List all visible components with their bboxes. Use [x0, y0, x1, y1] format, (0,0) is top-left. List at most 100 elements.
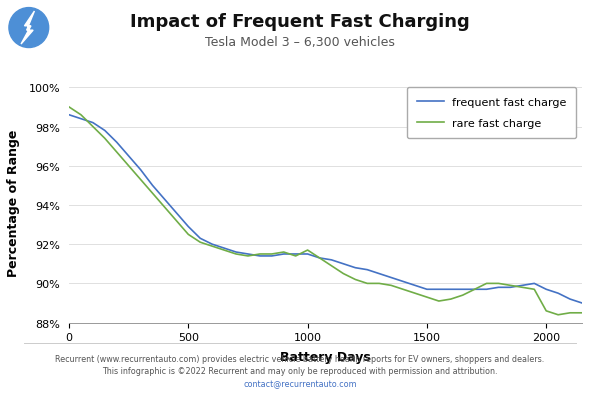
frequent fast charge: [149, 184, 156, 188]
frequent fast charge: [304, 252, 311, 257]
rare fast charge: [412, 291, 419, 296]
rare fast charge: [554, 312, 562, 317]
frequent fast charge: [268, 254, 275, 259]
frequent fast charge: [459, 287, 466, 292]
rare fast charge: [471, 287, 478, 292]
frequent fast charge: [578, 301, 586, 306]
rare fast charge: [495, 281, 502, 286]
rare fast charge: [364, 281, 371, 286]
Line: rare fast charge: rare fast charge: [69, 107, 582, 315]
Y-axis label: Percentage of Range: Percentage of Range: [7, 129, 20, 276]
rare fast charge: [149, 191, 156, 196]
rare fast charge: [125, 164, 132, 169]
Text: Impact of Frequent Fast Charging: Impact of Frequent Fast Charging: [130, 13, 470, 31]
frequent fast charge: [519, 283, 526, 288]
rare fast charge: [566, 311, 574, 316]
rare fast charge: [316, 256, 323, 261]
rare fast charge: [400, 287, 407, 292]
rare fast charge: [507, 283, 514, 288]
rare fast charge: [209, 244, 216, 249]
rare fast charge: [292, 254, 299, 259]
rare fast charge: [101, 136, 109, 141]
rare fast charge: [578, 311, 586, 316]
Line: frequent fast charge: frequent fast charge: [69, 115, 582, 303]
rare fast charge: [244, 254, 251, 259]
rare fast charge: [137, 178, 144, 182]
frequent fast charge: [542, 287, 550, 292]
rare fast charge: [161, 205, 168, 210]
Circle shape: [9, 8, 49, 49]
rare fast charge: [340, 271, 347, 276]
frequent fast charge: [220, 246, 227, 251]
rare fast charge: [220, 248, 227, 253]
rare fast charge: [388, 283, 395, 288]
rare fast charge: [173, 219, 180, 223]
frequent fast charge: [483, 287, 490, 292]
rare fast charge: [328, 264, 335, 269]
rare fast charge: [519, 285, 526, 290]
frequent fast charge: [292, 252, 299, 257]
rare fast charge: [304, 248, 311, 253]
frequent fast charge: [89, 121, 97, 126]
frequent fast charge: [507, 285, 514, 290]
frequent fast charge: [388, 275, 395, 280]
rare fast charge: [185, 232, 192, 237]
rare fast charge: [65, 105, 73, 110]
frequent fast charge: [232, 250, 239, 255]
X-axis label: Battery Days: Battery Days: [280, 350, 371, 363]
frequent fast charge: [173, 211, 180, 216]
Text: This infographic is ©2022 Recurrent and may only be reproduced with permission a: This infographic is ©2022 Recurrent and …: [102, 367, 498, 375]
rare fast charge: [483, 281, 490, 286]
rare fast charge: [352, 277, 359, 282]
rare fast charge: [77, 113, 85, 118]
rare fast charge: [197, 240, 204, 245]
frequent fast charge: [435, 287, 442, 292]
rare fast charge: [530, 287, 538, 292]
Legend: frequent fast charge, rare fast charge: frequent fast charge, rare fast charge: [407, 88, 577, 139]
Text: Tesla Model 3 – 6,300 vehicles: Tesla Model 3 – 6,300 vehicles: [205, 36, 395, 49]
frequent fast charge: [161, 197, 168, 202]
frequent fast charge: [376, 271, 383, 276]
frequent fast charge: [352, 265, 359, 270]
frequent fast charge: [244, 252, 251, 257]
rare fast charge: [113, 150, 121, 155]
frequent fast charge: [424, 287, 431, 292]
rare fast charge: [542, 309, 550, 314]
frequent fast charge: [495, 285, 502, 290]
frequent fast charge: [125, 154, 132, 159]
rare fast charge: [232, 252, 239, 257]
Text: contact@recurrentauto.com: contact@recurrentauto.com: [243, 380, 357, 389]
frequent fast charge: [77, 117, 85, 122]
frequent fast charge: [209, 242, 216, 247]
rare fast charge: [256, 252, 263, 257]
Text: Recurrent (www.recurrentauto.com) provides electric vehicle battery health repor: Recurrent (www.recurrentauto.com) provid…: [55, 354, 545, 363]
frequent fast charge: [412, 283, 419, 288]
frequent fast charge: [566, 297, 574, 302]
frequent fast charge: [197, 236, 204, 241]
frequent fast charge: [256, 254, 263, 259]
frequent fast charge: [65, 113, 73, 118]
frequent fast charge: [316, 256, 323, 261]
Polygon shape: [21, 12, 34, 45]
rare fast charge: [459, 293, 466, 298]
rare fast charge: [447, 297, 454, 302]
frequent fast charge: [185, 225, 192, 229]
frequent fast charge: [101, 129, 109, 134]
frequent fast charge: [447, 287, 454, 292]
frequent fast charge: [530, 281, 538, 286]
frequent fast charge: [554, 291, 562, 296]
frequent fast charge: [364, 267, 371, 272]
frequent fast charge: [471, 287, 478, 292]
frequent fast charge: [400, 279, 407, 284]
frequent fast charge: [137, 168, 144, 173]
rare fast charge: [89, 125, 97, 130]
frequent fast charge: [113, 140, 121, 145]
rare fast charge: [376, 281, 383, 286]
frequent fast charge: [280, 252, 287, 257]
frequent fast charge: [340, 262, 347, 267]
frequent fast charge: [328, 258, 335, 263]
rare fast charge: [424, 295, 431, 300]
rare fast charge: [280, 250, 287, 255]
rare fast charge: [268, 252, 275, 257]
rare fast charge: [435, 299, 442, 304]
